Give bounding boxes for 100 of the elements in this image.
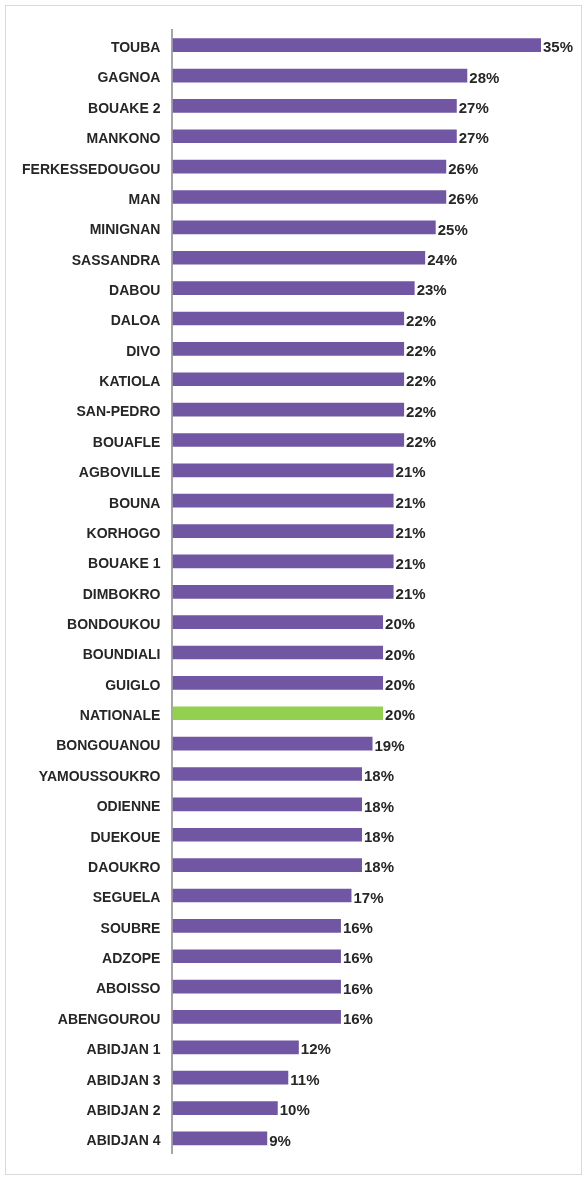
bar — [172, 524, 394, 538]
bar — [172, 1010, 341, 1024]
bar — [172, 38, 541, 53]
y-tick-label: DABOU — [109, 281, 161, 298]
y-tick-label: MINIGNAN — [89, 221, 161, 238]
data-label: 19% — [374, 736, 405, 754]
bar — [172, 281, 415, 295]
y-tick-label: GAGNOA — [97, 69, 161, 86]
y-tick-label: YAMOUSSOUKRO — [38, 767, 161, 784]
y-tick-label: DIVO — [126, 342, 161, 359]
y-tick-label: TOUBA — [110, 39, 161, 56]
data-label: 17% — [353, 888, 384, 906]
bar — [172, 858, 362, 872]
data-label: 22% — [406, 311, 437, 329]
bar — [172, 1040, 299, 1055]
y-tick-label: ABOISSO — [95, 980, 161, 997]
data-label: 18% — [364, 858, 395, 876]
y-tick-label: SAN-PEDRO — [76, 403, 161, 420]
bar — [172, 949, 341, 964]
y-tick-label: DUEKOUE — [90, 828, 161, 845]
y-tick-label: ABIDJAN 1 — [86, 1041, 161, 1058]
y-tick-label: SEGUELA — [92, 889, 161, 906]
data-label: 18% — [364, 827, 395, 845]
bar — [172, 827, 362, 842]
bar — [172, 433, 405, 447]
y-tick-label: BOUAFLE — [92, 433, 161, 450]
bar — [172, 68, 468, 83]
y-tick-label: ABIDJAN 2 — [86, 1101, 161, 1118]
y-tick-label: BONDOUKOU — [67, 616, 161, 633]
bar — [172, 645, 384, 660]
bar — [172, 888, 352, 903]
y-tick-label: MAN — [128, 190, 161, 207]
data-label: 20% — [385, 676, 416, 694]
bar — [172, 159, 447, 174]
bar — [172, 736, 373, 751]
data-label: 11% — [290, 1070, 320, 1088]
data-label: 26% — [448, 190, 479, 208]
data-label: 9% — [269, 1131, 291, 1149]
data-label: 28% — [469, 68, 500, 86]
data-label: 23% — [416, 281, 447, 299]
data-label: 16% — [342, 1010, 373, 1028]
data-label: 21% — [395, 493, 426, 511]
bar — [172, 554, 394, 569]
bar — [172, 311, 405, 326]
bar — [172, 372, 405, 387]
y-tick-label: DAOUKRO — [88, 858, 161, 875]
y-tick-label: ADZOPE — [102, 950, 161, 967]
y-tick-label: BONGOUANOU — [56, 737, 161, 754]
y-tick-label: FERKESSEDOUGOU — [21, 160, 161, 177]
bar — [172, 1070, 289, 1085]
y-tick-label: SOUBRE — [100, 919, 161, 936]
data-label: 22% — [406, 372, 437, 390]
y-tick-label: MANKONO — [86, 130, 161, 147]
data-label: 24% — [427, 250, 458, 268]
bar — [172, 129, 457, 144]
data-label: 21% — [395, 463, 426, 481]
data-label: 25% — [437, 220, 468, 238]
bar — [172, 99, 457, 113]
bar — [172, 220, 436, 235]
y-tick-label: BOUAKE 1 — [88, 555, 161, 572]
y-tick-label: BOUAKE 2 — [88, 99, 161, 116]
bar — [172, 493, 394, 508]
y-tick-label: KATIOLA — [99, 373, 161, 390]
data-label: 12% — [300, 1040, 331, 1058]
y-tick-label: AGBOVILLE — [78, 464, 161, 481]
data-label: 21% — [395, 554, 426, 572]
y-tick-label: KORHOGO — [86, 524, 161, 541]
y-tick-label: SASSANDRA — [71, 251, 161, 268]
bar — [172, 615, 384, 629]
y-tick-label: ABIDJAN 4 — [86, 1132, 161, 1149]
y-tick-label: ODIENNE — [96, 798, 161, 815]
data-label: 27% — [458, 99, 489, 117]
y-tick-label: ABIDJAN 3 — [86, 1071, 161, 1088]
bar — [172, 767, 362, 781]
data-label: 20% — [385, 645, 416, 663]
y-tick-label: DALOA — [110, 312, 161, 329]
bar — [172, 1101, 278, 1115]
bar — [172, 584, 394, 599]
bar — [172, 402, 405, 417]
bar — [172, 463, 394, 478]
data-label: 18% — [364, 767, 395, 785]
data-label: 16% — [342, 918, 373, 936]
data-label: 27% — [458, 129, 489, 147]
y-tick-label: DIMBOKRO — [82, 585, 161, 602]
data-label: 18% — [364, 797, 395, 815]
data-label: 16% — [342, 979, 373, 997]
bar — [172, 919, 341, 933]
data-label: 21% — [395, 524, 426, 542]
bar — [172, 250, 426, 265]
data-label: 35% — [543, 38, 574, 56]
data-label: 10% — [279, 1101, 310, 1119]
data-label: 20% — [385, 706, 416, 724]
bar — [172, 797, 362, 812]
bar — [172, 342, 405, 356]
data-label: 22% — [406, 433, 437, 451]
bar — [172, 1131, 268, 1146]
data-label: 26% — [448, 159, 479, 177]
data-label: 16% — [342, 949, 373, 967]
data-label: 20% — [385, 615, 416, 633]
data-label: 22% — [406, 342, 437, 359]
